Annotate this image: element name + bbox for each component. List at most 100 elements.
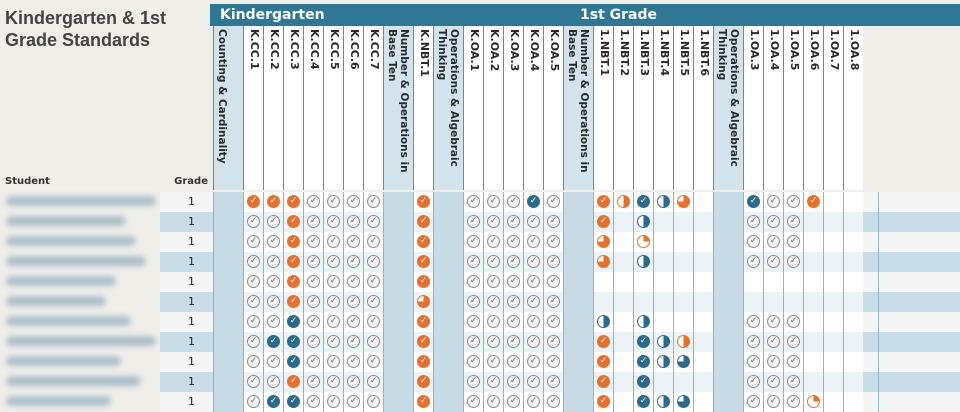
standard-cell[interactable]: ✓ — [343, 272, 363, 292]
standard-cell[interactable]: ✓ — [243, 232, 263, 252]
standard-cell[interactable] — [823, 352, 843, 372]
standard-cell[interactable] — [783, 272, 803, 292]
standard-cell[interactable] — [693, 272, 713, 292]
standard-cell[interactable]: ✓ — [263, 352, 283, 372]
standard-cell[interactable]: ✓ — [503, 352, 523, 372]
standard-cell[interactable]: ✓ — [283, 312, 303, 332]
table-row[interactable]: 1 ✓ ✓ ✓ ✓ ✓ ✓ ✓ ✓ ✓ ✓ ✓ ✓ ✓ ✓ ✓ ✓ — [0, 232, 960, 252]
standard-cell[interactable]: ✓ — [413, 192, 433, 212]
standard-cell[interactable]: ✓ — [263, 392, 283, 412]
standard-cell[interactable]: ✓ — [413, 332, 433, 352]
standard-cell[interactable]: ✓ — [343, 192, 363, 212]
standard-cell[interactable] — [843, 252, 863, 272]
standard-cell[interactable] — [803, 392, 823, 412]
standard-cell[interactable]: ✓ — [263, 212, 283, 232]
standard-cell[interactable]: ✓ — [523, 272, 543, 292]
standard-cell[interactable] — [693, 312, 713, 332]
standard-cell[interactable]: ✓ — [343, 352, 363, 372]
standard-cell[interactable]: ✓ — [323, 272, 343, 292]
standard-cell[interactable]: ✓ — [743, 232, 763, 252]
standard-cell[interactable]: ✓ — [783, 232, 803, 252]
standard-cell[interactable]: ✓ — [783, 352, 803, 372]
standard-cell[interactable] — [633, 252, 653, 272]
standard-cell[interactable]: ✓ — [413, 312, 433, 332]
standard-cell[interactable]: ✓ — [303, 332, 323, 352]
standard-cell[interactable]: ✓ — [323, 252, 343, 272]
standard-cell[interactable] — [843, 212, 863, 232]
standard-cell[interactable]: ✓ — [783, 192, 803, 212]
standard-cell[interactable] — [633, 312, 653, 332]
standard-cell[interactable] — [613, 212, 633, 232]
standard-cell[interactable] — [803, 292, 823, 312]
standard-cell[interactable] — [653, 192, 673, 212]
standard-cell[interactable]: ✓ — [283, 192, 303, 212]
standard-cell[interactable] — [763, 272, 783, 292]
standard-cell[interactable] — [653, 312, 673, 332]
standard-cell[interactable]: ✓ — [483, 212, 503, 232]
standard-cell[interactable] — [843, 232, 863, 252]
standard-cell[interactable] — [823, 392, 843, 412]
standard-cell[interactable]: ✓ — [243, 372, 263, 392]
standard-cell[interactable] — [823, 272, 843, 292]
standard-cell[interactable]: ✓ — [243, 312, 263, 332]
standard-cell[interactable] — [803, 272, 823, 292]
standard-cell[interactable]: ✓ — [323, 312, 343, 332]
standard-cell[interactable]: ✓ — [283, 292, 303, 312]
standard-cell[interactable] — [613, 372, 633, 392]
standard-cell[interactable]: ✓ — [763, 232, 783, 252]
standard-cell[interactable]: ✓ — [363, 292, 383, 312]
standard-cell[interactable] — [673, 232, 693, 252]
standard-cell[interactable]: ✓ — [463, 372, 483, 392]
standard-cell[interactable]: ✓ — [783, 312, 803, 332]
standard-cell[interactable]: ✓ — [483, 352, 503, 372]
standard-cell[interactable]: ✓ — [503, 332, 523, 352]
standard-cell[interactable]: ✓ — [743, 252, 763, 272]
standard-cell[interactable] — [673, 312, 693, 332]
standard-cell[interactable] — [673, 352, 693, 372]
standard-cell[interactable] — [613, 192, 633, 212]
standard-cell[interactable]: ✓ — [523, 372, 543, 392]
standard-cell[interactable] — [673, 212, 693, 232]
standard-cell[interactable] — [843, 332, 863, 352]
standard-cell[interactable]: ✓ — [463, 332, 483, 352]
standard-cell[interactable]: ✓ — [783, 372, 803, 392]
table-row[interactable]: 1 ✓ ✓ ✓ ✓ ✓ ✓ ✓ ✓ ✓ ✓ ✓ ✓ ✓ ✓ ✓ ✓ — [0, 252, 960, 272]
standard-cell[interactable]: ✓ — [283, 252, 303, 272]
standard-cell[interactable]: ✓ — [323, 232, 343, 252]
standard-cell[interactable]: ✓ — [463, 252, 483, 272]
standard-cell[interactable] — [803, 372, 823, 392]
standard-cell[interactable]: ✓ — [543, 212, 563, 232]
standard-cell[interactable]: ✓ — [303, 372, 323, 392]
standard-cell[interactable]: ✓ — [323, 352, 343, 372]
standard-cell[interactable]: ✓ — [413, 232, 433, 252]
standard-cell[interactable]: ✓ — [263, 332, 283, 352]
standard-cell[interactable]: ✓ — [343, 292, 363, 312]
standard-cell[interactable] — [803, 252, 823, 272]
standard-cell[interactable] — [613, 292, 633, 312]
standard-cell[interactable]: ✓ — [413, 212, 433, 232]
standard-cell[interactable]: ✓ — [413, 392, 433, 412]
standard-cell[interactable] — [653, 352, 673, 372]
standard-cell[interactable]: ✓ — [743, 372, 763, 392]
standard-cell[interactable] — [613, 392, 633, 412]
standard-cell[interactable] — [693, 212, 713, 232]
standard-cell[interactable]: ✓ — [763, 352, 783, 372]
standard-cell[interactable]: ✓ — [633, 332, 653, 352]
standard-cell[interactable]: ✓ — [413, 372, 433, 392]
standard-cell[interactable]: ✓ — [263, 312, 283, 332]
standard-cell[interactable]: ✓ — [523, 292, 543, 312]
standard-cell[interactable] — [693, 192, 713, 212]
standard-cell[interactable]: ✓ — [593, 392, 613, 412]
standard-cell[interactable]: ✓ — [503, 192, 523, 212]
standard-cell[interactable]: ✓ — [543, 232, 563, 252]
standard-cell[interactable]: ✓ — [543, 292, 563, 312]
standard-cell[interactable] — [803, 212, 823, 232]
standard-cell[interactable]: ✓ — [523, 212, 543, 232]
standard-cell[interactable] — [693, 332, 713, 352]
standard-cell[interactable]: ✓ — [363, 312, 383, 332]
standard-cell[interactable]: ✓ — [463, 392, 483, 412]
standard-cell[interactable]: ✓ — [743, 312, 763, 332]
standard-cell[interactable] — [803, 312, 823, 332]
standard-cell[interactable]: ✓ — [783, 332, 803, 352]
standard-cell[interactable] — [823, 192, 843, 212]
